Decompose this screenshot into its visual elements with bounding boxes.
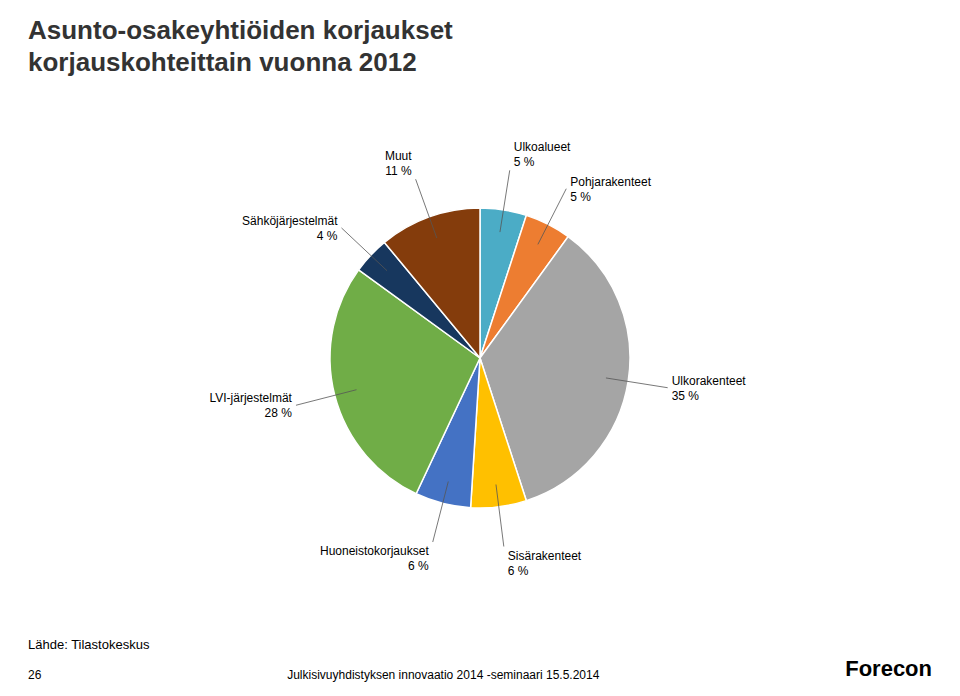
html-text:korjauskohteittain vuonna 2012: korjauskohteittain vuonna 2012: [28, 47, 417, 77]
html-text:Julkisivuyhdistyksen innovaati: Julkisivuyhdistyksen innovaatio 2014 -se…: [287, 668, 600, 682]
html-text:Lähde: Tilastokeskus: Lähde: Tilastokeskus: [28, 637, 150, 652]
svg-text:Muut11 %: Muut11 %: [385, 149, 412, 178]
svg-text:Sähköjärjestelmät4 %: Sähköjärjestelmät4 %: [242, 214, 338, 243]
svg-text:Sisärakenteet6 %: Sisärakenteet6 %: [508, 549, 582, 578]
svg-text:Ulkorakenteet35 %: Ulkorakenteet35 %: [672, 374, 747, 403]
html-text:Asunto-osakeyhtiöiden korjauks: Asunto-osakeyhtiöiden korjaukset: [28, 15, 453, 45]
html-text:26: 26: [28, 668, 42, 682]
svg-text:Ulkoalueet5 %: Ulkoalueet5 %: [514, 140, 571, 169]
html-text:Forecon: Forecon: [845, 656, 932, 681]
svg-text:Pohjarakenteet5 %: Pohjarakenteet5 %: [570, 175, 651, 204]
svg-text:LVI-järjestelmät28 %: LVI-järjestelmät28 %: [209, 391, 292, 420]
svg-text:Huoneistokorjaukset6 %: Huoneistokorjaukset6 %: [320, 544, 429, 573]
